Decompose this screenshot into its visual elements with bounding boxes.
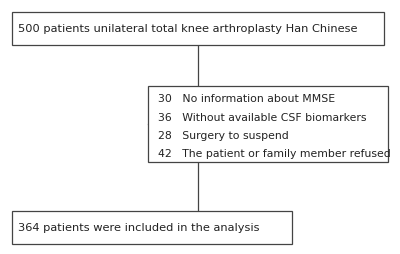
- Text: 42   The patient or family member refused: 42 The patient or family member refused: [158, 149, 391, 158]
- Text: 364 patients were included in the analysis: 364 patients were included in the analys…: [18, 222, 260, 232]
- FancyBboxPatch shape: [148, 86, 388, 163]
- Text: 500 patients unilateral total knee arthroplasty Han Chinese: 500 patients unilateral total knee arthr…: [18, 24, 358, 34]
- Text: 36   Without available CSF biomarkers: 36 Without available CSF biomarkers: [158, 112, 366, 122]
- FancyBboxPatch shape: [12, 13, 384, 46]
- Text: 30   No information about MMSE: 30 No information about MMSE: [158, 94, 335, 104]
- Text: 28   Surgery to suspend: 28 Surgery to suspend: [158, 130, 289, 140]
- FancyBboxPatch shape: [12, 211, 292, 244]
